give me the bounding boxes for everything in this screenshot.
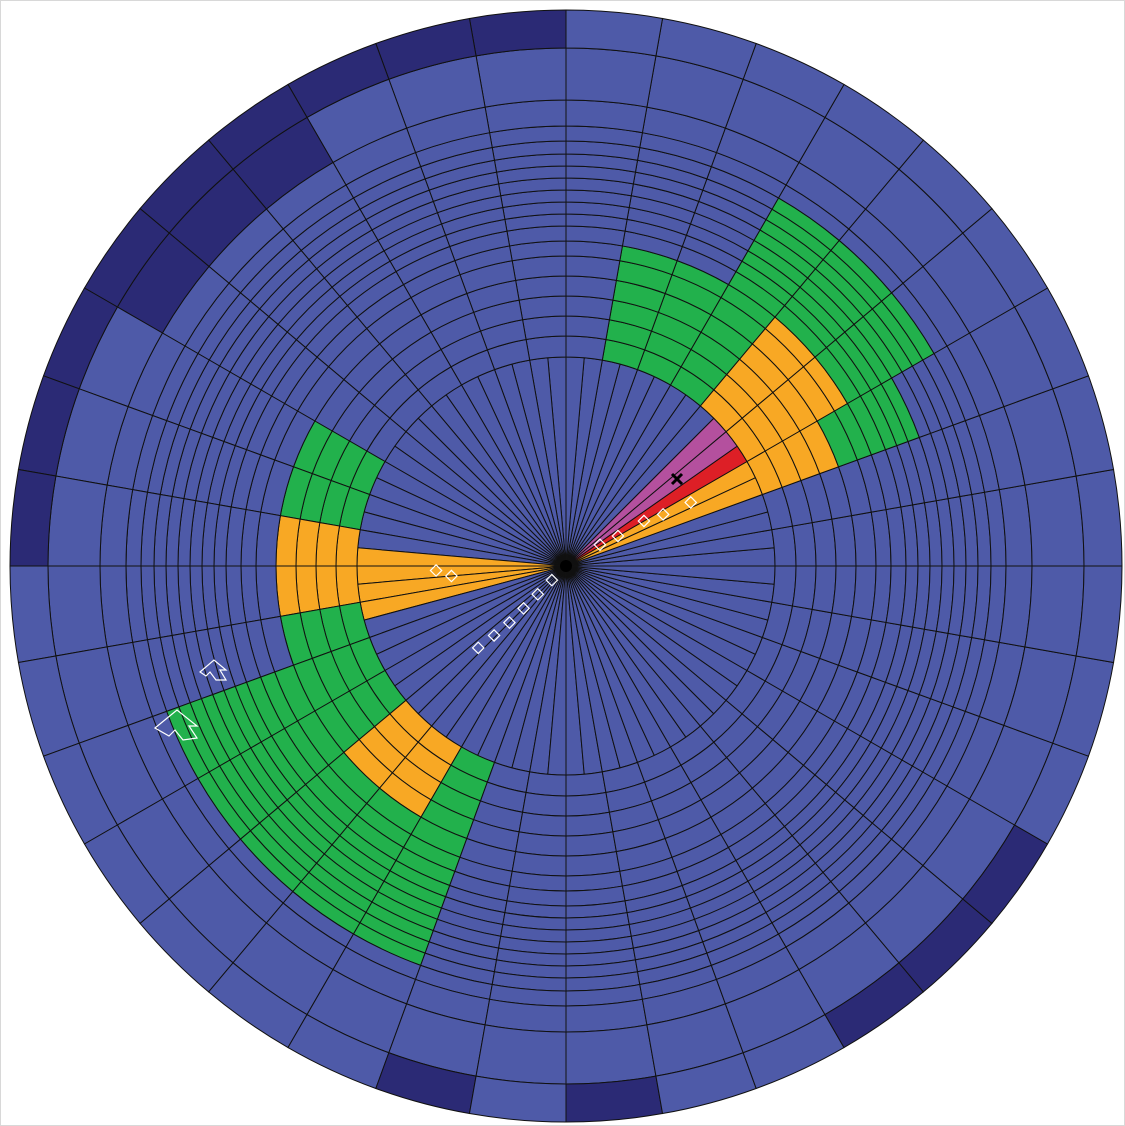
mesh-cell <box>525 335 567 361</box>
mesh-cell <box>565 771 607 797</box>
marker <box>444 569 458 583</box>
marker <box>531 587 545 601</box>
marker <box>684 495 698 509</box>
mesh-cell <box>315 565 341 610</box>
mesh-cell <box>1024 475 1085 567</box>
outline-arrow <box>199 659 228 681</box>
marker <box>593 538 607 552</box>
marker <box>502 616 516 630</box>
mesh-cell <box>525 771 567 797</box>
mesh-cell <box>565 315 610 341</box>
marker <box>656 507 670 521</box>
mesh-cell <box>565 791 610 817</box>
mesh-cell <box>565 47 657 108</box>
mesh-cell <box>295 565 321 614</box>
marker <box>429 564 443 578</box>
mesh-cell <box>475 47 567 108</box>
mesh-cell <box>1024 565 1085 657</box>
outline-arrow <box>153 709 199 741</box>
mesh-cell <box>47 565 108 657</box>
mesh-cell <box>47 475 108 567</box>
mesh-cell <box>335 565 361 607</box>
mesh-cell <box>565 1024 657 1085</box>
mesh-cell <box>565 295 614 321</box>
mesh-cell <box>335 525 361 567</box>
mesh-cell <box>771 525 797 567</box>
mesh-cell <box>771 565 797 607</box>
mesh-cell <box>522 315 567 341</box>
mesh-cell <box>475 1024 567 1085</box>
center-node <box>560 560 572 572</box>
mesh-cell <box>791 522 817 567</box>
marker <box>637 514 651 528</box>
mesh-cell <box>518 811 567 837</box>
marker <box>611 529 625 543</box>
mesh-cell <box>565 811 614 837</box>
cross-marker <box>670 472 684 486</box>
marker <box>471 641 485 655</box>
mesh-cell <box>791 565 817 610</box>
marker <box>517 601 531 615</box>
mesh-cell <box>1075 565 1123 664</box>
mesh-cell <box>565 335 607 361</box>
marker <box>487 628 501 642</box>
mesh-cell <box>295 518 321 567</box>
mesh-cell <box>811 565 837 614</box>
mesh-cell <box>518 295 567 321</box>
mesh-cell <box>522 791 567 817</box>
marker <box>545 573 559 587</box>
mesh-cell <box>811 518 837 567</box>
mesh-cell <box>315 522 341 567</box>
